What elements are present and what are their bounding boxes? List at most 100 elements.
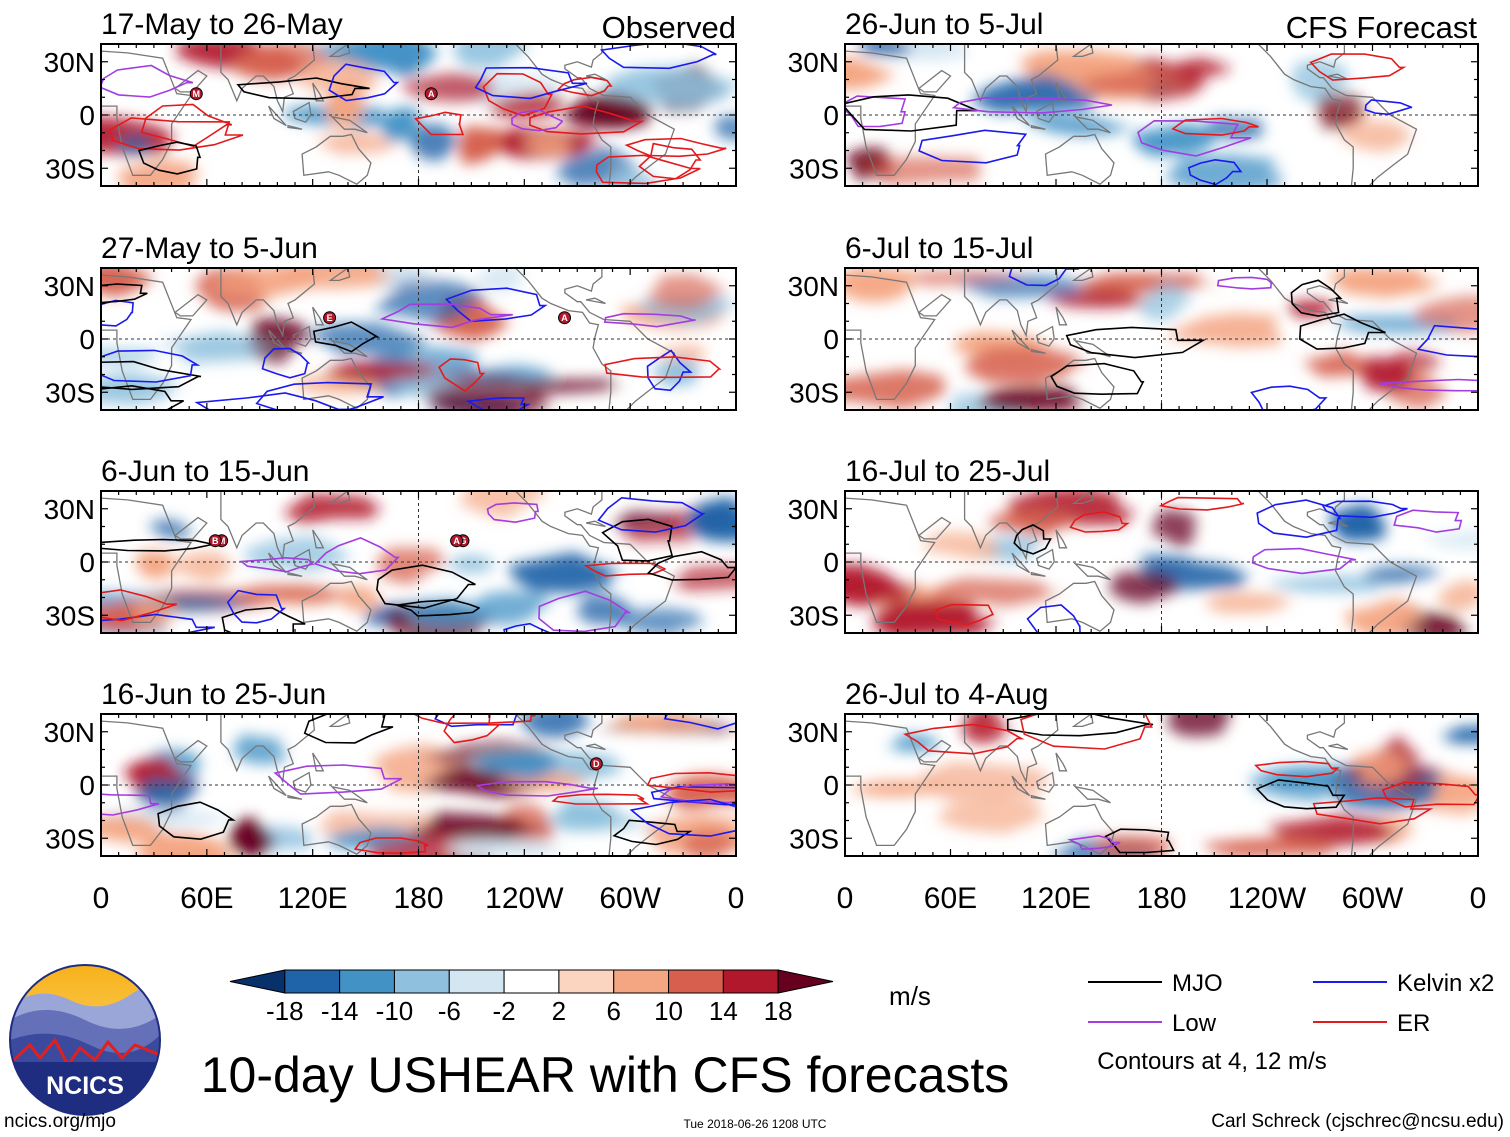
colorbar-label: 6 (606, 996, 620, 1026)
colorbar-swatch (229, 969, 286, 994)
x-tick-label: 0 (1470, 882, 1487, 915)
colorbar-swatch (722, 969, 779, 994)
storm-marker: M (189, 87, 203, 101)
panels: M A 30N 0 30S 17-May to 26-May E A 30N 0 30S 27-May… (44, 8, 1479, 857)
x-tick-label: 0 (728, 882, 745, 915)
coastlines (845, 44, 1418, 186)
colorbar-label: 14 (709, 996, 738, 1026)
y-tick-label: 30N (788, 47, 839, 78)
y-tick-label: 0 (823, 324, 839, 355)
legend-item: ER (1313, 1010, 1430, 1037)
y-tick-label: 0 (823, 547, 839, 578)
panel-3: GMAB30N030S6-Jun to 15-Jun (44, 455, 737, 634)
storm-marker: A (450, 534, 464, 548)
colorbar-label: 10 (654, 996, 683, 1026)
legend-label: Low (1172, 1010, 1217, 1037)
panel-period-title: 17-May to 26-May (101, 8, 343, 41)
y-tick-label: 30N (788, 717, 839, 748)
legend: MJO Kelvin x2 Low ER (1088, 970, 1494, 1037)
x-tick-label: 60E (180, 882, 233, 915)
y-tick-label: 30S (789, 600, 839, 631)
wave-contours (101, 496, 736, 633)
shading-field (101, 268, 734, 410)
legend-item: Kelvin x2 (1313, 970, 1494, 997)
observed-column-title: Observed (602, 10, 736, 45)
colorbar-label: -14 (321, 996, 359, 1026)
panel-period-title: 27-May to 5-Jun (101, 232, 318, 265)
colorbar-label: -2 (493, 996, 516, 1026)
colorbar-swatch (558, 969, 615, 994)
legend-label: MJO (1172, 970, 1223, 997)
y-tick-label: 30N (788, 494, 839, 525)
y-tick-label: 0 (823, 770, 839, 801)
storm-marker: A (424, 87, 438, 101)
colorbar-label: -6 (438, 996, 461, 1026)
panel-7: 30N 0 30S 16-Jul to 25-Jul (788, 455, 1479, 634)
wave-contours (101, 714, 736, 855)
colorbar-label: 2 (552, 996, 566, 1026)
colorbar-swatch (393, 969, 450, 994)
colorbar: -18 -14 -10 -6 -2 2 6 10 14 18 (229, 969, 834, 1026)
shading-field (845, 44, 1414, 186)
shading-field (845, 268, 1478, 410)
x-tick-label: 120W (485, 882, 564, 915)
y-tick-label: 0 (79, 324, 95, 355)
panel-8: 30N 0 30S 26-Jul to 4-Aug (788, 678, 1479, 857)
wave-contours (935, 496, 1463, 633)
x-axis-observed: 0 60E 120E 180 120W 60W 0 (93, 882, 745, 915)
coastlines (101, 44, 676, 186)
svg-text:B: B (212, 536, 219, 546)
legend-item: MJO (1088, 970, 1223, 997)
panel-period-title: 26-Jun to 5-Jul (845, 8, 1043, 41)
svg-text:D: D (593, 759, 600, 769)
colorbar-units: m/s (889, 981, 931, 1011)
y-tick-label: 30N (44, 271, 95, 302)
panel-period-title: 26-Jul to 4-Aug (845, 678, 1048, 711)
footer-url: ncics.org/mjo (4, 1111, 116, 1132)
legend-contour-note: Contours at 4, 12 m/s (1097, 1048, 1326, 1075)
colorbar-swatch (777, 969, 834, 994)
legend-label: ER (1397, 1010, 1430, 1037)
panel-period-title: 6-Jul to 15-Jul (845, 232, 1033, 265)
panel-4: D 30N 0 30S 16-Jun to 25-Jun (44, 678, 737, 857)
y-tick-label: 30S (45, 600, 95, 631)
y-tick-label: 30N (44, 494, 95, 525)
y-tick-label: 30S (789, 153, 839, 184)
panel-1: M A 30N 0 30S 17-May to 26-May (44, 8, 737, 187)
colorbar-label: -18 (266, 996, 304, 1026)
wave-contours (845, 53, 1413, 186)
figure-title: 10-day USHEAR with CFS forecasts (201, 1047, 1010, 1103)
coastlines (845, 268, 1418, 410)
colorbar-swatch (668, 969, 724, 994)
wave-contours (101, 283, 722, 410)
storm-marker: B (208, 534, 222, 548)
x-tick-label: 60W (599, 882, 661, 915)
x-tick-label: 60W (1342, 882, 1404, 915)
x-axis-forecast: 0 60E 120E 180 120W 60W 0 (837, 882, 1487, 915)
y-tick-label: 30N (788, 271, 839, 302)
wave-contours (1008, 268, 1478, 410)
x-tick-label: 0 (93, 882, 110, 915)
x-tick-label: 180 (393, 882, 443, 915)
storm-marker: A (558, 311, 572, 325)
colorbar-swatch (448, 969, 505, 994)
storm-marker: D (589, 757, 603, 771)
footer-timestamp: Tue 2018-06-26 1208 UTC (684, 1117, 827, 1131)
shading-field (101, 44, 736, 186)
wave-contours (101, 44, 727, 185)
y-tick-label: 0 (79, 770, 95, 801)
legend-label: Kelvin x2 (1397, 970, 1494, 997)
x-tick-label: 180 (1136, 882, 1186, 915)
x-tick-label: 120E (278, 882, 348, 915)
ncics-logo: NCICS (9, 964, 161, 1116)
coastlines (101, 714, 676, 856)
y-tick-label: 30S (45, 377, 95, 408)
logo-text: NCICS (46, 1072, 124, 1100)
y-tick-label: 30S (789, 377, 839, 408)
panel-2: E A 30N 0 30S 27-May to 5-Jun (44, 232, 737, 411)
y-tick-label: 30N (44, 47, 95, 78)
y-tick-label: 30N (44, 717, 95, 748)
x-tick-label: 60E (924, 882, 977, 915)
colorbar-swatch (503, 969, 560, 994)
panel-period-title: 6-Jun to 15-Jun (101, 455, 309, 488)
